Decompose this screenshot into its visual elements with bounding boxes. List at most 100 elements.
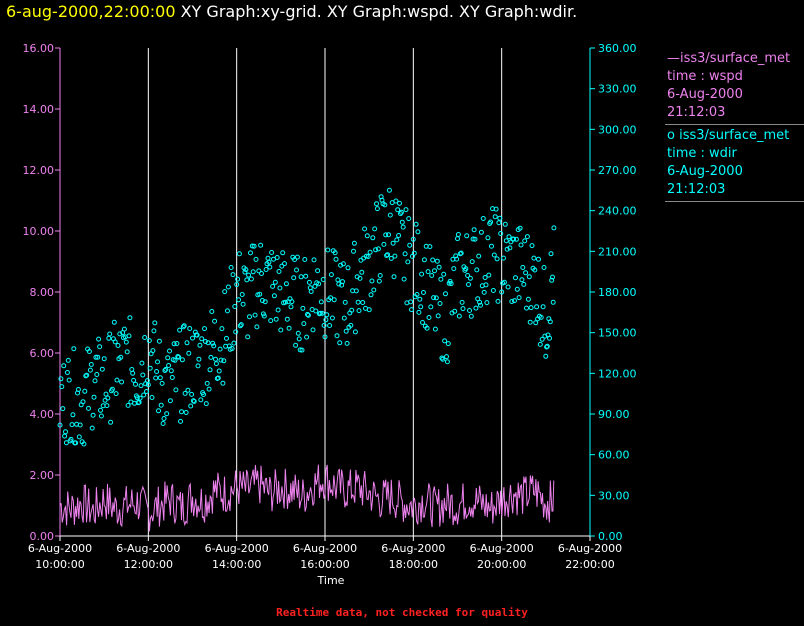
wdir-point: [106, 335, 112, 341]
wdir-point: [279, 263, 285, 269]
wdir-point: [266, 259, 272, 265]
wdir-point: [295, 330, 301, 336]
wdir-point: [262, 299, 268, 305]
wdir-point: [442, 338, 448, 344]
y-left-tick-label: 14.00: [23, 103, 55, 116]
wdir-point: [357, 275, 363, 281]
wdir-point: [105, 395, 111, 401]
wdir-point: [158, 402, 164, 408]
wdir-point: [429, 273, 435, 278]
wdir-point: [369, 278, 375, 284]
wdir-point: [134, 395, 140, 401]
wdir-point: [332, 250, 338, 256]
wdir-point: [190, 335, 195, 341]
wdir-point: [540, 304, 546, 310]
header-timestamp: 6-aug-2000,22:00:00: [6, 2, 176, 21]
wdir-point: [247, 314, 252, 320]
wdir-point: [504, 246, 510, 252]
wdir-point: [163, 366, 169, 372]
wdir-point: [501, 255, 506, 261]
wdir-point: [138, 383, 144, 389]
wdir-point: [292, 257, 298, 262]
wdir-point: [187, 326, 193, 331]
wdir-point: [393, 198, 399, 204]
legend-wspd-date: 6-Aug-2000: [667, 87, 743, 102]
x-tick-label-date: 6-Aug-2000: [558, 542, 622, 555]
wdir-point: [145, 382, 151, 388]
wdir-point: [351, 248, 356, 254]
wdir-point: [81, 441, 87, 447]
wdir-point: [451, 266, 457, 272]
wdir-point: [366, 307, 372, 313]
wdir-point: [544, 344, 550, 350]
wdir-point: [444, 359, 450, 365]
wdir-point: [133, 381, 138, 387]
wdir-point: [151, 328, 157, 334]
wdir-point: [489, 243, 494, 249]
wdir-point: [436, 264, 442, 270]
wdir-point: [209, 309, 215, 314]
wdir-point: [494, 256, 500, 262]
wdir-point: [420, 320, 425, 325]
wdir-point: [511, 236, 517, 242]
wdir-point: [164, 411, 170, 417]
wdir-point: [531, 255, 537, 261]
wdir-point: [237, 323, 243, 329]
wdir-point: [240, 301, 246, 307]
wdir-point: [256, 268, 262, 274]
wdir-point: [340, 279, 345, 285]
legend-entry-wspd[interactable]: —iss3/surface_met time : wspd 6-Aug-2000…: [665, 48, 804, 125]
wdir-point: [96, 336, 102, 342]
wdir-point: [443, 291, 448, 297]
wdir-point: [179, 409, 184, 415]
wdir-point: [298, 274, 304, 280]
wdir-point: [257, 291, 263, 297]
wdir-point: [516, 295, 522, 301]
wdir-point: [370, 235, 376, 241]
series-wdir-points: [57, 187, 557, 447]
wdir-point: [90, 412, 96, 418]
x-tick-label-time: 14:00:00: [212, 558, 261, 571]
legend-wdir-var: time : wdir: [667, 146, 737, 161]
wdir-point: [408, 299, 414, 305]
x-tick-label-date: 6-Aug-2000: [28, 542, 92, 555]
chart-header: 6-aug-2000,22:00:00 XY Graph:xy-grid. XY…: [6, 0, 577, 24]
wdir-point: [259, 271, 264, 276]
wdir-point: [302, 257, 308, 262]
wdir-point: [386, 232, 391, 238]
wdir-point: [75, 387, 81, 392]
wdir-point: [101, 356, 107, 362]
wdir-point: [173, 387, 179, 393]
wdir-point: [258, 242, 264, 248]
wdir-point: [64, 370, 70, 375]
wdir-point: [222, 289, 228, 295]
wdir-point: [181, 323, 187, 329]
wdir-point: [272, 279, 278, 285]
wdir-point: [405, 259, 411, 265]
wdir-point: [194, 332, 200, 338]
wdir-point: [385, 252, 391, 258]
wdir-point: [199, 336, 205, 342]
wdir-point: [76, 434, 82, 440]
wdir-point: [395, 207, 401, 213]
wdir-point: [203, 401, 209, 407]
wdir-point: [367, 249, 373, 255]
legend-entry-wdir[interactable]: o iss3/surface_met time : wdir 6-Aug-200…: [665, 125, 804, 202]
wdir-point: [365, 254, 371, 259]
x-tick-label-time: 16:00:00: [300, 558, 349, 571]
wdir-point: [432, 268, 437, 274]
wdir-point: [392, 253, 398, 259]
wdir-point: [131, 377, 137, 383]
wdir-point: [340, 261, 346, 267]
legend-circle-symbol: o: [667, 128, 675, 143]
wdir-point: [66, 377, 72, 383]
wdir-point: [139, 360, 145, 366]
wdir-point: [321, 322, 327, 328]
wdir-point: [245, 334, 251, 340]
wdir-point: [57, 422, 63, 428]
y-right-tick-label: 360.00: [598, 42, 637, 55]
wdir-point: [142, 335, 148, 340]
wdir-point: [186, 350, 192, 356]
wdir-point: [512, 298, 517, 304]
wdir-point: [179, 357, 185, 363]
